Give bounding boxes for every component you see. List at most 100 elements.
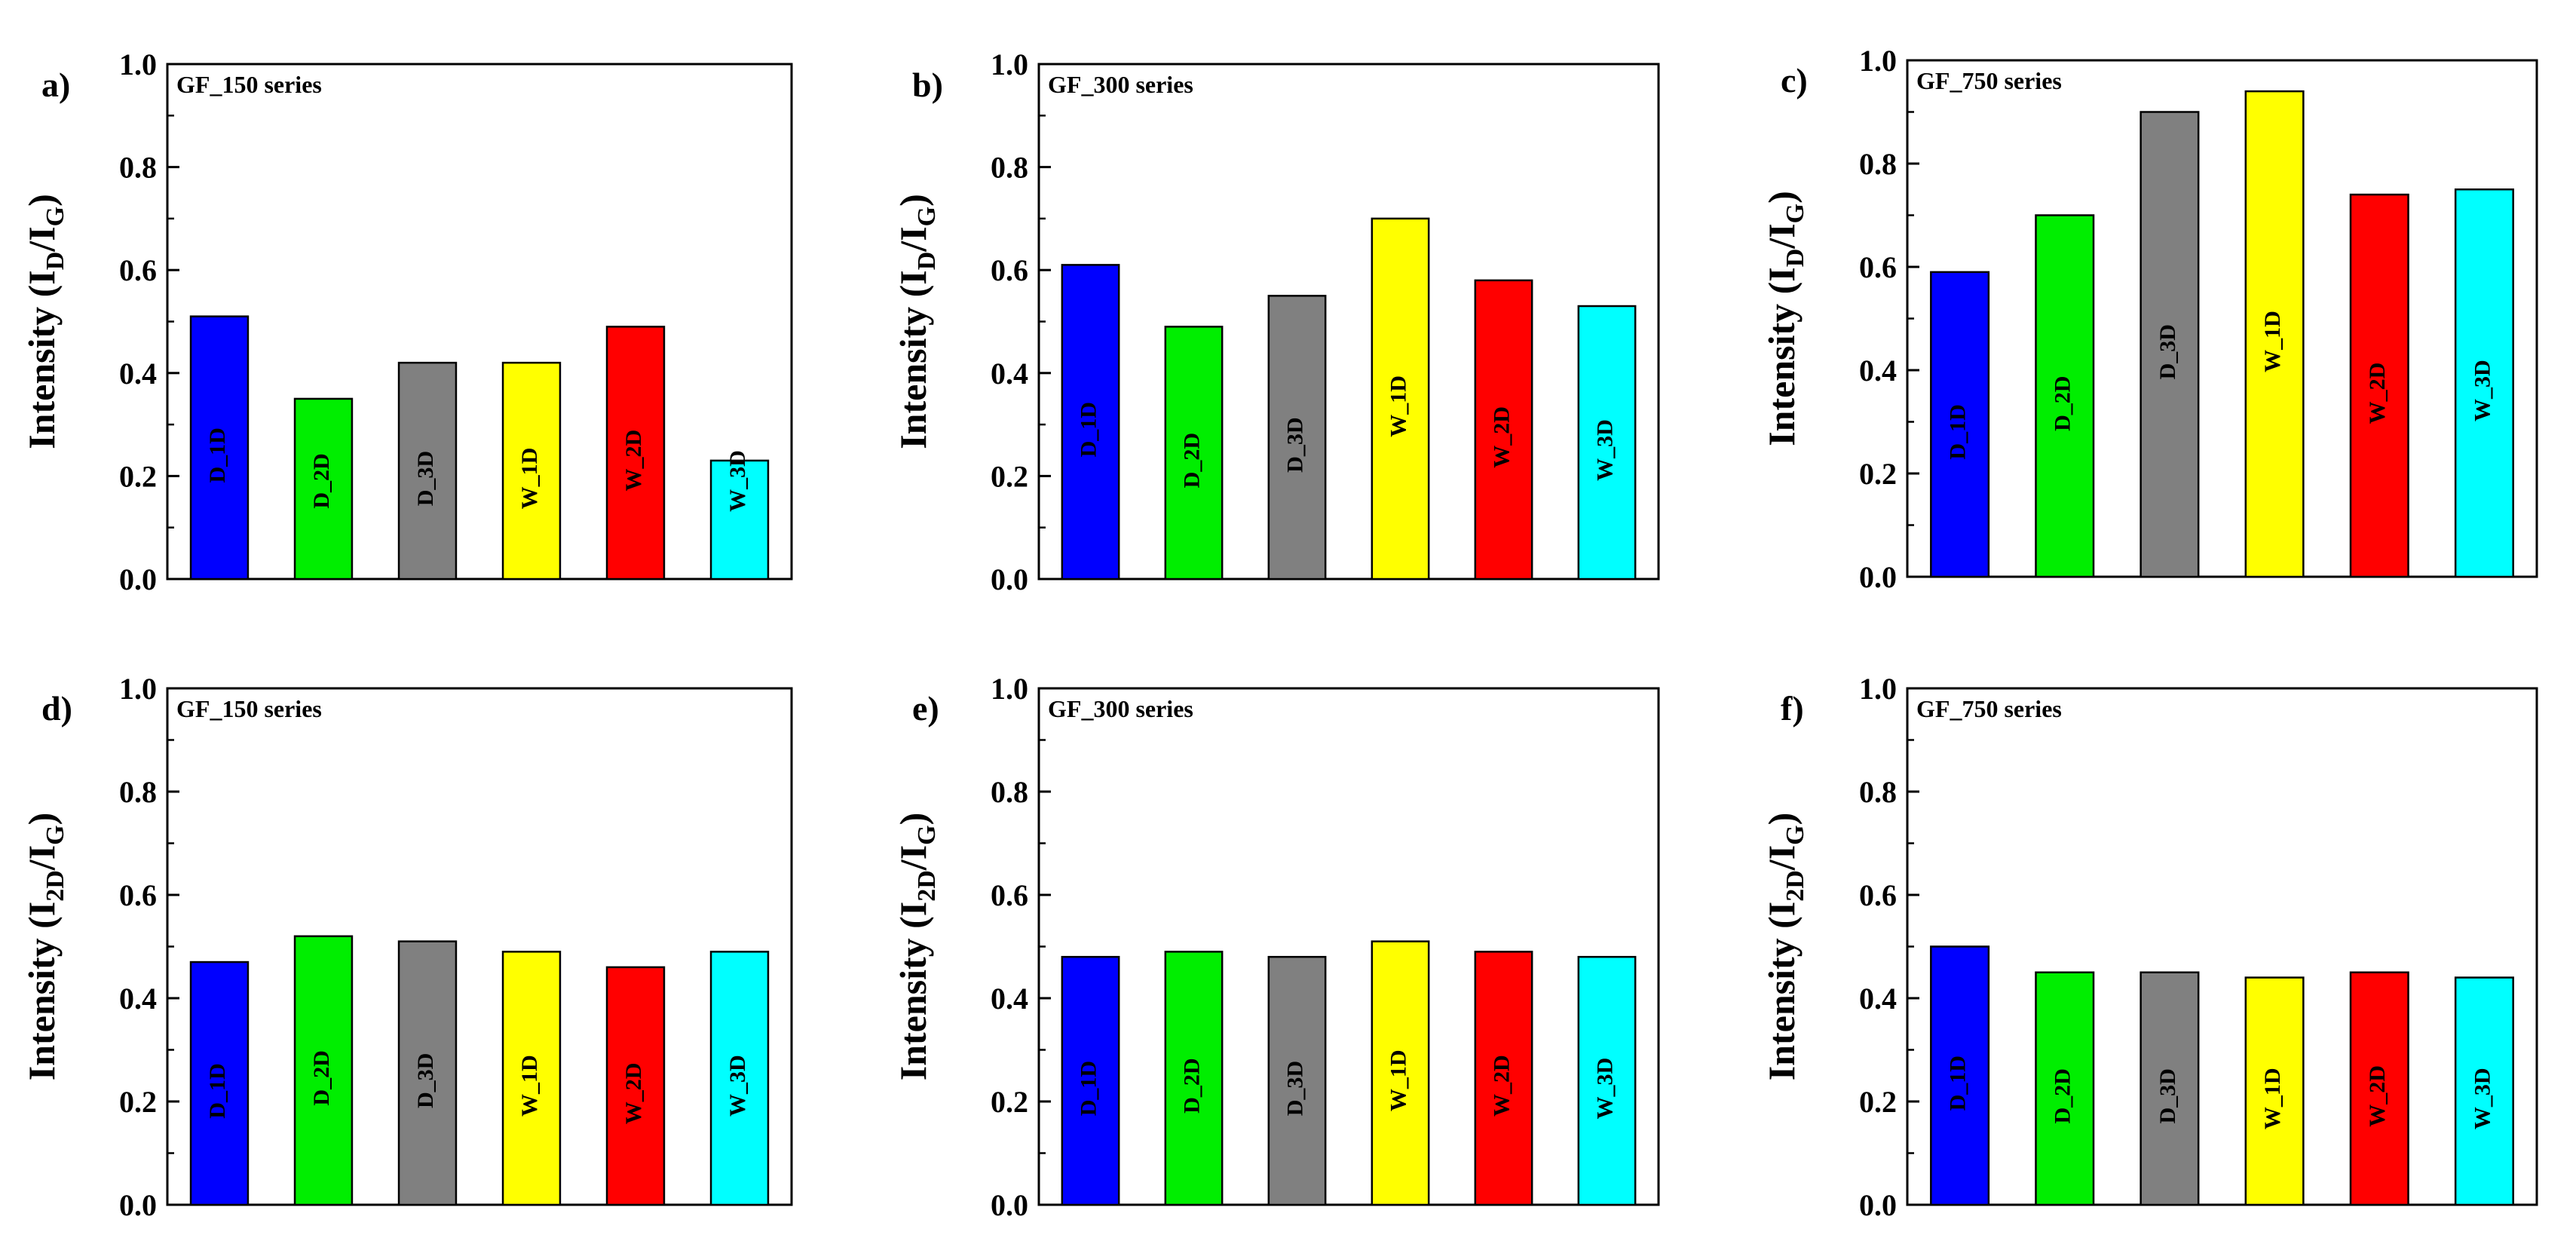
y-tick-label: 0.2	[119, 459, 157, 493]
y-tick-label: 0.8	[1859, 775, 1897, 809]
bar-label: W_1D	[517, 448, 542, 510]
panel-letter: e)	[912, 689, 939, 728]
y-axis-label: Intensity (ID/IG)	[892, 194, 941, 449]
panel-letter: c)	[1781, 61, 1808, 100]
bar-label: W_1D	[1386, 375, 1411, 437]
bar-label: D_3D	[1282, 418, 1307, 473]
y-tick-label: 0.0	[1859, 560, 1897, 594]
y-tick-label: 0.6	[1859, 250, 1897, 284]
series-label: GF_750 series	[1916, 67, 2062, 94]
chart-panel-3: c) 0.0 0.2 0.4 0.6 0.8 1.0 GF_750 series Intensi…	[1760, 44, 2538, 594]
series-label: GF_150 series	[176, 71, 322, 98]
y-axis-label: Intensity (I2D/IG)	[892, 813, 941, 1081]
bar-w-3d	[2454, 188, 2514, 578]
series-label: GF_300 series	[1048, 695, 1193, 722]
bar-label: W_1D	[517, 1055, 542, 1117]
bar-label: D_3D	[413, 451, 438, 506]
bar-label: W_2D	[1489, 406, 1514, 468]
y-tick-label: 0.8	[119, 151, 157, 185]
bar-label: D_2D	[1179, 433, 1204, 488]
panel-letter: d)	[41, 689, 72, 728]
bar-w-1d	[2244, 976, 2305, 1206]
bar-w-2d	[2349, 193, 2409, 578]
bar-w-3d	[2454, 976, 2514, 1206]
bar-label: W_1D	[2260, 311, 2285, 372]
bar-d-2d	[1164, 951, 1224, 1206]
y-tick-label: 0.6	[991, 878, 1028, 912]
bar-d-1d	[189, 315, 250, 581]
bar-d-1d	[1930, 271, 1990, 578]
y-axis-label: Intensity (I2D/IG)	[20, 813, 69, 1081]
bar-d-2d	[293, 935, 354, 1206]
bar-label: W_3D	[725, 1055, 750, 1117]
bar-w-1d	[1371, 217, 1430, 581]
bar-label: D_1D	[205, 427, 230, 483]
y-axis-label: Intensity (I2D/IG)	[1760, 813, 1809, 1081]
bar-label: W_3D	[1592, 419, 1617, 481]
bar-label: W_3D	[2470, 360, 2495, 421]
bar-d-3d	[2140, 111, 2200, 578]
series-label: GF_150 series	[176, 695, 322, 722]
bar-w-1d	[2244, 90, 2305, 578]
y-tick-label: 1.0	[119, 672, 157, 706]
y-tick-label: 0.8	[1859, 147, 1897, 181]
y-tick-label: 1.0	[1859, 672, 1897, 706]
bar-label: W_1D	[1386, 1049, 1411, 1111]
y-tick-label: 0.2	[1859, 1085, 1897, 1119]
y-tick-label: 0.4	[119, 982, 157, 1016]
bar-w-2d	[2349, 971, 2409, 1206]
y-tick-label: 0.0	[119, 562, 157, 596]
y-tick-label: 1.0	[991, 672, 1028, 706]
y-tick-label: 0.0	[991, 1188, 1028, 1222]
y-tick-label: 0.6	[119, 878, 157, 912]
bar-w-2d	[605, 966, 666, 1206]
bar-d-3d	[2140, 971, 2200, 1206]
bar-d-2d	[293, 397, 354, 581]
y-tick-label: 0.2	[119, 1085, 157, 1119]
y-tick-label: 0.6	[119, 253, 157, 287]
bar-label: D_1D	[1945, 1055, 1970, 1111]
bar-label: D_3D	[413, 1053, 438, 1108]
plot-frame	[1906, 59, 2538, 578]
y-tick-label: 0.4	[119, 357, 157, 391]
bar-w-1d	[501, 951, 562, 1206]
y-tick-label: 0.6	[991, 253, 1028, 287]
y-tick-label: 0.4	[991, 357, 1028, 391]
panel-letter: a)	[41, 66, 70, 104]
y-tick-label: 0.2	[991, 1085, 1028, 1119]
chart-panel-4: d) 0.0 0.2 0.4 0.6 0.8 1.0 GF_150 series Intensi…	[20, 672, 793, 1222]
y-tick-label: 1.0	[991, 47, 1028, 81]
plot-frame	[1037, 63, 1660, 581]
plot-frame	[166, 687, 793, 1206]
bar-label: W_2D	[1489, 1055, 1514, 1117]
bar-d-1d	[189, 960, 250, 1206]
bar-label: W_3D	[2470, 1068, 2495, 1129]
bar-label: D_1D	[205, 1063, 230, 1118]
bar-w-3d	[1577, 955, 1637, 1206]
bar-label: W_2D	[2365, 363, 2390, 424]
bar-w-2d	[1474, 951, 1533, 1206]
bar-w-3d	[1577, 305, 1637, 581]
bar-label: W_3D	[1592, 1058, 1617, 1120]
panel-letter: f)	[1781, 689, 1804, 728]
bar-label: W_2D	[621, 1063, 646, 1125]
bar-label: D_2D	[2051, 1068, 2075, 1123]
bar-label: W_1D	[2260, 1068, 2285, 1129]
bar-w-1d	[1371, 940, 1430, 1206]
bar-label: D_2D	[1179, 1059, 1204, 1114]
bar-label: W_2D	[621, 430, 646, 492]
bar-d-2d	[2035, 971, 2095, 1206]
chart-panel-1: a) 0.0 0.2 0.4 0.6 0.8 1.0 GF_150 series Intensi…	[20, 47, 793, 596]
y-axis-label: Intensity (ID/IG)	[20, 194, 69, 449]
series-label: GF_300 series	[1048, 71, 1193, 98]
bar-label: D_3D	[1282, 1061, 1307, 1116]
bar-w-1d	[501, 361, 562, 581]
bar-label: W_2D	[2365, 1065, 2390, 1127]
y-tick-label: 0.0	[991, 562, 1028, 596]
bar-w-3d	[709, 951, 770, 1206]
bar-label: D_1D	[1076, 1061, 1101, 1116]
plot-frame	[166, 63, 793, 581]
y-tick-label: 0.6	[1859, 878, 1897, 912]
bar-d-3d	[397, 361, 458, 581]
